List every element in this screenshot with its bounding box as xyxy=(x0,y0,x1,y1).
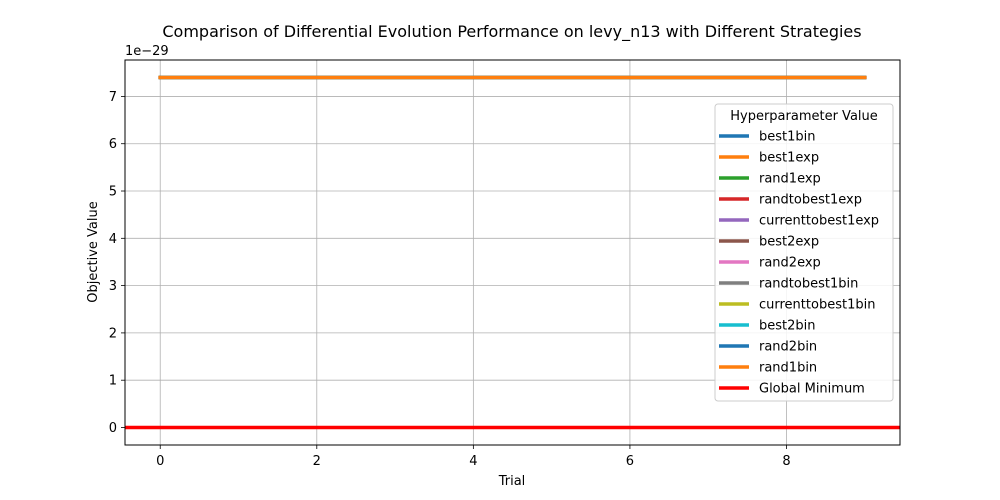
y-offset-label: 1e−29 xyxy=(125,44,169,59)
legend-label: randtobest1exp xyxy=(759,193,862,208)
legend-title: Hyperparameter Value xyxy=(730,109,878,124)
y-tick-label: 3 xyxy=(109,279,117,294)
legend-label: best1bin xyxy=(759,130,816,145)
legend-label: currenttobest1exp xyxy=(759,214,879,229)
legend-label: Global Minimum xyxy=(759,382,865,397)
y-tick-label: 4 xyxy=(109,232,117,247)
legend-label: randtobest1bin xyxy=(759,277,858,292)
x-tick-label: 4 xyxy=(469,454,477,469)
y-axis: 0 1 2 3 4 5 6 7 xyxy=(109,90,125,436)
legend: Hyperparameter Value best1bin best1exp ran… xyxy=(714,103,894,402)
y-tick-label: 6 xyxy=(109,137,117,152)
plot-area xyxy=(124,59,901,446)
legend-label: best2exp xyxy=(759,235,819,250)
legend-label: rand2bin xyxy=(759,340,817,355)
y-tick-label: 0 xyxy=(109,421,117,436)
y-tick-label: 2 xyxy=(109,326,117,341)
y-axis-label: Objective Value xyxy=(86,201,101,302)
x-tick-label: 2 xyxy=(313,454,321,469)
legend-label: best2bin xyxy=(759,319,816,334)
legend-frame xyxy=(714,103,894,402)
legend-label: rand1bin xyxy=(759,361,817,376)
legend-label: rand2exp xyxy=(759,256,821,271)
x-tick-label: 8 xyxy=(782,454,790,469)
y-tick-label: 5 xyxy=(109,185,117,200)
y-tick-label: 1 xyxy=(109,374,117,389)
legend-label: rand1exp xyxy=(759,172,821,187)
x-tick-label: 0 xyxy=(156,454,164,469)
x-axis-label: Trial xyxy=(498,474,526,489)
legend-label: best1exp xyxy=(759,151,819,166)
chart-title: Comparison of Differential Evolution Per… xyxy=(162,22,861,42)
x-tick-label: 6 xyxy=(626,454,634,469)
legend-label: currenttobest1bin xyxy=(759,298,875,313)
data-series xyxy=(125,75,900,430)
x-axis: 0 2 4 6 8 xyxy=(156,445,791,469)
y-tick-label: 7 xyxy=(109,90,117,105)
